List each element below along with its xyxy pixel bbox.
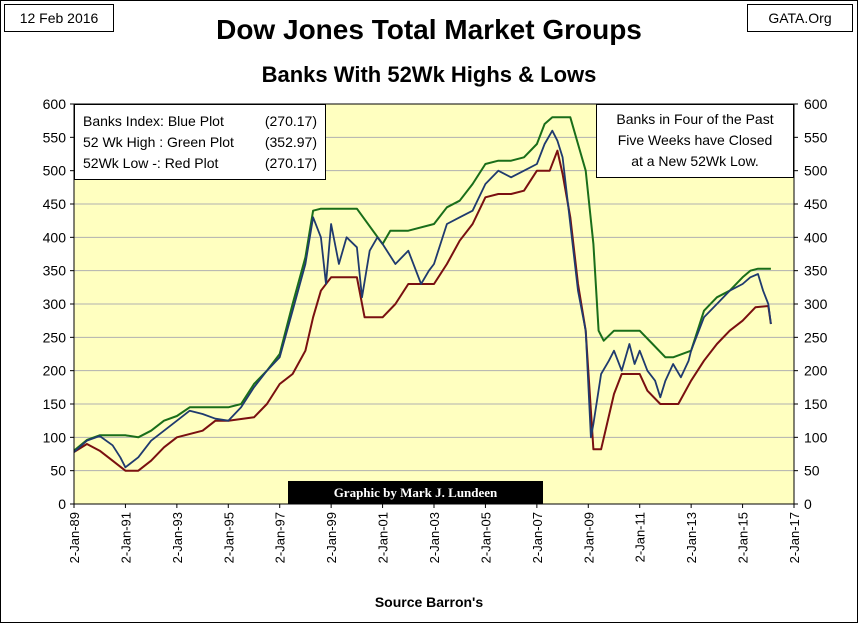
x-tick-label: 2-Jan-07 [530,512,545,563]
y-tick-label-right: 100 [804,429,828,445]
x-tick-label: 2-Jan-99 [324,512,339,563]
y-tick-label-right: 150 [804,396,828,412]
x-axis-label: Source Barron's [374,594,484,610]
y-tick-label-right: 500 [804,163,828,179]
x-tick-label: 2-Jan-89 [67,512,82,563]
y-tick-label-left: 150 [43,396,67,412]
x-tick-label: 2-Jan-15 [736,512,751,563]
y-tick-label-left: 500 [43,163,67,179]
y-tick-label-left: 550 [43,129,67,145]
x-tick-label: 2-Jan-09 [581,512,596,563]
x-tick-label: 2-Jan-13 [684,512,699,563]
y-tick-label-right: 450 [804,196,828,212]
y-tick-label-right: 400 [804,229,828,245]
y-tick-label-left: 600 [43,96,67,112]
credit-banner: Graphic by Mark J. Lundeen [288,481,543,504]
date-label: 12 Feb 2016 [4,4,114,32]
x-tick-label: 2-Jan-17 [787,512,802,563]
x-tick-label: 2-Jan-95 [221,512,236,563]
y-tick-label-left: 100 [43,429,67,445]
x-axis: 2-Jan-89 2-Jan-91 2-Jan-93 2-Jan-95 2-Jan-97… [67,504,802,563]
y-tick-label-right: 350 [804,263,828,279]
legend-label: 52Wk Low -: Red Plot [83,155,219,171]
source-tag: GATA.Org [747,4,853,32]
legend-item-52wk-high: 52 Wk High : Green Plot (352.97) [83,132,317,153]
y-tick-label-right: 300 [804,296,828,312]
y-tick-label-right: 50 [804,463,820,479]
legend-item-banks-index: Banks Index: Blue Plot (270.17) [83,111,317,132]
x-tick-label: 2-Jan-91 [118,512,133,563]
legend-label: 52 Wk High : Green Plot [83,134,234,150]
y-tick-label-left: 250 [43,329,67,345]
legend-label: Banks Index: Blue Plot [83,113,224,129]
y-tick-label-left: 350 [43,263,67,279]
note-line: Banks in Four of the Past [616,111,774,127]
legend-item-52wk-low: 52Wk Low -: Red Plot (270.17) [83,153,317,174]
y-tick-label-right: 200 [804,363,828,379]
x-tick-label: 2-Jan-11 [633,512,648,562]
y-tick-label-left: 200 [43,363,67,379]
y-tick-label-right: 600 [804,96,828,112]
series-line-52-wk-high [73,116,771,452]
y-tick-label-left: 400 [43,229,67,245]
y-tick-label-left: 0 [58,496,66,512]
y-tick-label-right: 250 [804,329,828,345]
legend: Banks Index: Blue Plot (270.17) 52 Wk Hi… [74,104,326,180]
chart-subtitle: Banks With 52Wk Highs & Lows [261,62,597,87]
x-tick-label: 2-Jan-01 [376,512,391,563]
series-line-banks-index [73,129,772,469]
y-axis-left: 0 50 100 150 200 250 300 350 400 450 500 550 600 [43,96,74,512]
y-tick-label-right: 550 [804,129,828,145]
chart-title: Dow Jones Total Market Groups [216,14,642,45]
y-tick-label-left: 450 [43,196,67,212]
y-tick-label-right: 0 [804,496,812,512]
x-tick-label: 2-Jan-97 [273,512,288,563]
annotation-note: Banks in Four of the Past Five Weeks hav… [596,104,794,178]
x-tick-label: 2-Jan-05 [478,512,493,563]
x-tick-label: 2-Jan-03 [427,512,442,563]
note-line: Five Weeks have Closed [617,132,773,148]
y-tick-label-left: 300 [43,296,67,312]
legend-value: (270.17) [264,113,317,129]
x-tick-label: 2-Jan-93 [170,512,185,563]
legend-value: (270.17) [264,155,317,171]
series-line-52wk-low [73,149,772,472]
series-layer [73,116,772,472]
note-line: at a New 52Wk Low. [631,153,759,169]
y-tick-label-left: 50 [50,463,66,479]
y-axis-right: 0 50 100 150 200 250 300 350 400 450 500 550 600 [794,96,828,512]
legend-value: (352.97) [264,134,317,150]
